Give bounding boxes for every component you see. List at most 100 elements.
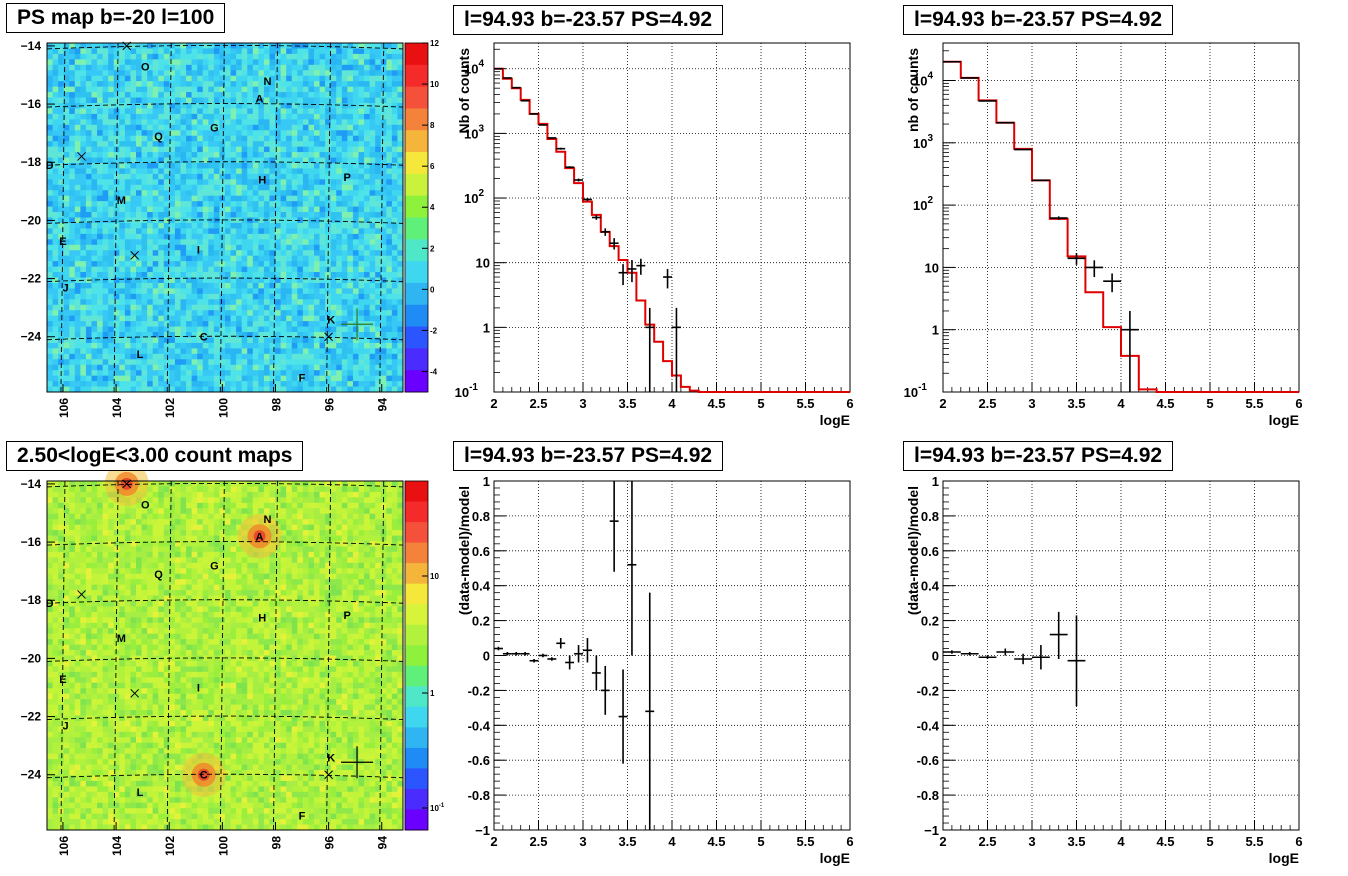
- y-tick-label: −1: [924, 823, 939, 838]
- lat-gridline: [46, 103, 404, 108]
- source-label: M: [117, 195, 126, 207]
- y-tick-label: −20: [21, 651, 42, 665]
- x-tick-label: 4: [668, 396, 676, 411]
- lon-gridline: [113, 480, 119, 831]
- x-tick-label: 2: [939, 396, 946, 411]
- colorbar-segment: [405, 86, 428, 109]
- lon-gridline: [326, 42, 332, 393]
- y-tick-label: -0.4: [917, 718, 940, 733]
- colorbar-segment: [405, 239, 428, 262]
- source-label: F: [299, 372, 306, 384]
- x-tick-label: 94: [376, 836, 390, 850]
- source-label: G: [210, 560, 219, 572]
- y-tick-label: 0.8: [921, 509, 939, 524]
- x-tick-label: 106: [57, 836, 71, 856]
- y-tick-label: 0.4: [921, 579, 940, 594]
- source-cross: [130, 250, 140, 260]
- source-cross: [122, 41, 132, 51]
- count-map-title: 2.50<logE<3.00 count maps: [6, 441, 304, 471]
- colorbar-segment: [405, 645, 428, 667]
- y-tick-label: 102: [464, 188, 484, 206]
- source-label: F: [299, 810, 306, 822]
- lat-gridline: [46, 773, 404, 779]
- colorbar-segment: [405, 727, 428, 749]
- y-tick-label: -0.8: [917, 788, 939, 803]
- x-tick-label: 104: [110, 836, 124, 856]
- target-cross: [341, 746, 374, 779]
- lat-gridline: [46, 161, 404, 166]
- y-tick-label: 0.6: [921, 544, 939, 559]
- y-tick-label: -0.2: [468, 683, 490, 698]
- x-tick-label: 100: [216, 836, 230, 856]
- y-tick-label: 10: [925, 260, 939, 275]
- colorbar-segment: [405, 173, 428, 197]
- colorbar-segment: [405, 665, 428, 687]
- y-tick-label: -0.6: [468, 753, 490, 768]
- source-label: Q: [154, 569, 163, 581]
- y-tick-label: −22: [21, 710, 42, 724]
- x-tick-label: 4.5: [1156, 396, 1174, 411]
- x-tick-label: 5.5: [1245, 834, 1263, 849]
- lat-gridline: [46, 715, 404, 721]
- residuals-panel-2: 2 2.5 3 3.5 4 4.5 5 5.5 6 1 0.8 0.6 0.4 0.2 0 -0.2 -0.4 -…: [898, 438, 1347, 876]
- colorbar-tick-label: 6: [430, 162, 435, 171]
- lon-gridline: [379, 42, 385, 393]
- x-tick-label: 5: [1206, 834, 1213, 849]
- source-label: E: [59, 236, 66, 248]
- x-axis-label: logE: [820, 412, 850, 428]
- y-tick-label: −1: [475, 823, 490, 838]
- y-tick-label: 1: [483, 320, 490, 335]
- source-label: N: [264, 514, 272, 526]
- lon-gridline: [326, 480, 332, 831]
- source-label: H: [258, 613, 266, 625]
- x-tick-label: 5.5: [796, 396, 814, 411]
- colorbar-segment: [405, 130, 428, 153]
- y-tick-label: -0.6: [917, 753, 939, 768]
- source-label: I: [197, 244, 200, 256]
- y-tick-label: −18: [21, 593, 42, 607]
- y-tick-label: 0.2: [921, 614, 939, 629]
- colorbar-segment: [405, 563, 428, 585]
- lat-gridline: [46, 599, 404, 604]
- y-tick-label: -0.4: [468, 718, 491, 733]
- x-tick-label: 5.5: [1245, 396, 1263, 411]
- counts-spectrum-panel-1: 2 2.5 3 3.5 4 4.5 5 5.5 6 104 103 102 10 1 10-1 logE Nb …: [449, 0, 898, 438]
- source-cross: [324, 770, 333, 780]
- y-tick-label: 0: [483, 649, 490, 664]
- lon-gridline: [273, 480, 278, 831]
- map-frame: [46, 42, 404, 393]
- y-tick-label: −14: [21, 477, 42, 491]
- counts-spectrum-title-2: l=94.93 b=-23.57 PS=4.92: [903, 5, 1174, 35]
- source-label: A: [256, 93, 264, 105]
- target-cross: [341, 308, 374, 341]
- y-tick-label: 1: [932, 474, 939, 489]
- y-axis-label: (data-model)/model: [456, 486, 472, 615]
- y-tick-label: 10-1: [904, 382, 928, 400]
- lon-gridline: [219, 480, 225, 831]
- colorbar-segment: [405, 108, 428, 131]
- x-tick-label: 102: [163, 398, 177, 418]
- y-tick-label: 104: [464, 59, 484, 77]
- y-tick-label: −16: [21, 535, 42, 549]
- source-cross: [77, 152, 86, 161]
- source-label: C: [200, 332, 208, 344]
- colorbar-frame: [404, 480, 429, 831]
- y-tick-label: −16: [21, 97, 42, 111]
- colorbar-segment: [405, 43, 428, 66]
- x-tick-label: 5: [757, 834, 764, 849]
- lon-gridline: [166, 42, 172, 393]
- colorbar-segment: [405, 217, 428, 240]
- x-tick-label: 4: [1117, 396, 1125, 411]
- x-axis-label: logE: [1269, 850, 1299, 866]
- x-tick-label: 2: [939, 834, 946, 849]
- ps-map-heatmap: 106 104 102 100 98 96 94−14−16−18−20−22−24ONAQ…: [21, 39, 440, 418]
- source-label: K: [327, 752, 335, 764]
- source-label: G: [210, 122, 219, 134]
- count-map-heatmap: 106 104 102 100 98 96 94 −14 −16 −18 −20 −22 −24 O NA Q…: [21, 461, 445, 856]
- x-tick-label: 2: [490, 834, 497, 849]
- x-tick-label: 3.5: [1067, 834, 1085, 849]
- y-tick-label: 10: [476, 256, 490, 271]
- source-label: D: [46, 160, 54, 172]
- colorbar-segment: [405, 326, 428, 349]
- x-tick-label: 94: [376, 398, 390, 412]
